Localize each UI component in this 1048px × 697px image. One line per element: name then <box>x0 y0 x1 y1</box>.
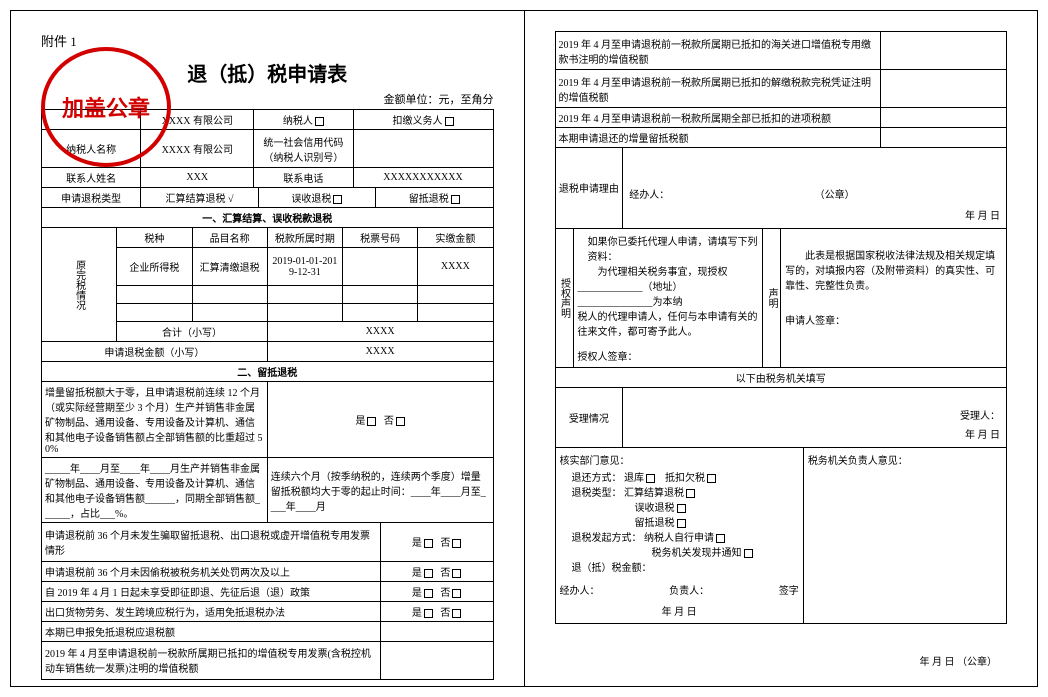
val-phone: XXXXXXXXXXX <box>353 168 493 188</box>
label-credit-code: 统一社会信用代码（纳税人识别号） <box>254 130 353 168</box>
p2-r4: 本期申请退还的增量留抵税额 <box>555 128 880 148</box>
stamp-annotation: 加盖公章 <box>41 47 171 167</box>
p2-r2-v <box>880 70 1006 108</box>
q7-blank <box>380 621 493 641</box>
apply-amt-label: 申请退税金额（小写） <box>42 342 268 362</box>
data-tax-type: 企业所得税 <box>117 248 192 286</box>
side-label-original-tax: 原完税情况 <box>42 228 117 342</box>
reason-table: 退税申请理由 经办人： （公章） 年 月 日 <box>555 148 1008 229</box>
p2-r3-v <box>880 108 1006 128</box>
q8-blank <box>380 641 493 679</box>
reason-label: 退税申请理由 <box>555 148 623 228</box>
document-container: 加盖公章 附件 1 退（抵）税申请表 金额单位：元，至角分 XXXX 有限公司 … <box>10 10 1038 687</box>
data-amount: XXXX <box>418 248 493 286</box>
q4-text: 申请退税前 36 个月未因偷税被税务机关处罚两次及以上 <box>42 561 381 581</box>
q6-opts: 是 否 <box>380 601 493 621</box>
hdr-amount: 实缴金额 <box>418 228 493 248</box>
total-val: XXXX <box>267 322 493 342</box>
p2-r3: 2019 年 4 月至申请退税前一税款所属期全部已抵扣的进项税额 <box>555 108 880 128</box>
q2-table: _____年____月至____年____月生产并销售非金属矿物制品、通用设备、… <box>41 458 494 523</box>
p2-r2: 2019 年 4 月至申请退税前一税款所属期已抵扣的解缴税款完税凭证注明的增值税… <box>555 70 880 108</box>
accept-body: 受理人： 年 月 日 <box>623 388 1007 448</box>
apply-amt-val: XXXX <box>267 342 493 362</box>
empty-row <box>117 286 192 304</box>
label-refund-type: 申请退税类型 <box>42 188 141 208</box>
accept-table: 受理情况 受理人： 年 月 日 <box>555 388 1008 449</box>
q6-text: 出口货物劳务、发生跨境应税行为，适用免抵退税办法 <box>42 601 381 621</box>
total-label: 合计（小写） <box>117 322 268 342</box>
val-contact-name: XXX <box>141 168 254 188</box>
q3-q8-table: 申请退税前 36 个月未发生骗取留抵退税、出口退税或虚开增值税专用发票情形 是 … <box>41 523 494 680</box>
decl-body: 此表是根据国家税收法律法规及相关规定填写的，对填报内容（及附带资料）的真实性、可… <box>781 229 1007 368</box>
auth-decl-table: 授权声明 如果你已委托代理人申请，请填写下列资料： 为代理相关税务事宜，现授权 … <box>555 229 1008 368</box>
refund-type-table: 申请退税类型 汇算结算退税 √ 误收退税 留抵退税 <box>41 188 494 208</box>
p2-r4-v <box>880 128 1006 148</box>
cell-taxpayer: 纳税人 <box>254 110 353 130</box>
handler-label: 经办人： <box>629 186 669 201</box>
below-table: 以下由税务机关填写 <box>555 368 1008 388</box>
section2-head: 二、留抵退税 <box>42 362 494 382</box>
opt-credit: 留抵退税 <box>376 188 493 208</box>
data-invoice <box>343 248 418 286</box>
cell-withholder: 扣缴义务人 <box>353 110 493 130</box>
verify-right: 税务机关负责人意见： 年 月 日 （公章） <box>803 448 1006 623</box>
reason-content: 经办人： （公章） 年 月 日 <box>623 148 1007 228</box>
p2-top-table: 2019 年 4 月至申请退税前一税款所属期已抵扣的海关进口增值税专用缴款书注明… <box>555 31 1008 148</box>
section1-table: 一、汇算结算、误收税款退税 原完税情况 税种 品目名称 税款所属时期 税票号码 … <box>41 208 494 362</box>
q1-text: 增量留抵税额大于零，且申请退税前连续 12 个月（或实际经营期至少 3 个月）生… <box>42 382 268 458</box>
below-label: 以下由税务机关填写 <box>555 368 1007 388</box>
hdr-period: 税款所属时期 <box>267 228 342 248</box>
decl-label: 声明 <box>763 229 781 368</box>
q2-left: _____年____月至____年____月生产并销售非金属矿物制品、通用设备、… <box>42 458 268 523</box>
q5-text: 自 2019 年 4 月 1 日起未享受即征即退、先征后退（退）政策 <box>42 581 381 601</box>
verify-left: 核实部门意见： 退还方式： 退库 抵扣欠税 退税类型： 汇算结算退税 误收退税 … <box>555 448 803 623</box>
auth-label: 授权声明 <box>555 229 573 368</box>
val-credit-code <box>353 130 493 168</box>
verify-table: 核实部门意见： 退还方式： 退库 抵扣欠税 退税类型： 汇算结算退税 误收退税 … <box>555 448 1008 624</box>
page-1: 加盖公章 附件 1 退（抵）税申请表 金额单位：元，至角分 XXXX 有限公司 … <box>11 11 525 686</box>
q1-opts: 是 否 <box>267 382 493 458</box>
label-contact-name: 联系人姓名 <box>42 168 141 188</box>
empty-row <box>117 304 192 322</box>
label-phone: 联系电话 <box>254 168 353 188</box>
auth-body: 如果你已委托代理人申请，请填写下列资料： 为代理相关税务事宜，现授权 _____… <box>573 229 763 368</box>
p2-r1-v <box>880 32 1006 70</box>
date-row: 年 月 日 <box>629 207 1000 222</box>
accept-label: 受理情况 <box>555 388 623 448</box>
opt-mis: 误收退税 <box>258 188 375 208</box>
data-period: 2019-01-01-2019-12-31 <box>267 248 342 286</box>
q8-text: 2019 年 4 月至申请退税前一税款所属期已抵扣的增值税专用发票(含税控机动车… <box>42 641 381 679</box>
q7-text: 本期已申报免抵退税应退税额 <box>42 621 381 641</box>
hdr-invoice: 税票号码 <box>343 228 418 248</box>
q3-opts: 是 否 <box>380 523 493 561</box>
p2-r1: 2019 年 4 月至申请退税前一税款所属期已抵扣的海关进口增值税专用缴款书注明… <box>555 32 880 70</box>
page-2: 2019 年 4 月至申请退税前一税款所属期已抵扣的海关进口增值税专用缴款书注明… <box>525 11 1038 686</box>
section2-table: 二、留抵退税 增量留抵税额大于零，且申请退税前连续 12 个月（或实际经营期至少… <box>41 362 494 458</box>
hdr-item: 品目名称 <box>192 228 267 248</box>
q4-opts: 是 否 <box>380 561 493 581</box>
data-item: 汇算清缴退税 <box>192 248 267 286</box>
section1-head: 一、汇算结算、误收税款退税 <box>42 208 494 228</box>
hdr-tax-type: 税种 <box>117 228 192 248</box>
q5-opts: 是 否 <box>380 581 493 601</box>
q2-right: 连续六个月（按季纳税的，连续两个季度）增量留抵税额均大于零的起止时间：____年… <box>267 458 493 523</box>
opt-settlement: 汇算结算退税 √ <box>141 188 258 208</box>
seal-label: （公章） <box>815 186 855 201</box>
q3-text: 申请退税前 36 个月未发生骗取留抵退税、出口退税或虚开增值税专用发票情形 <box>42 523 381 561</box>
